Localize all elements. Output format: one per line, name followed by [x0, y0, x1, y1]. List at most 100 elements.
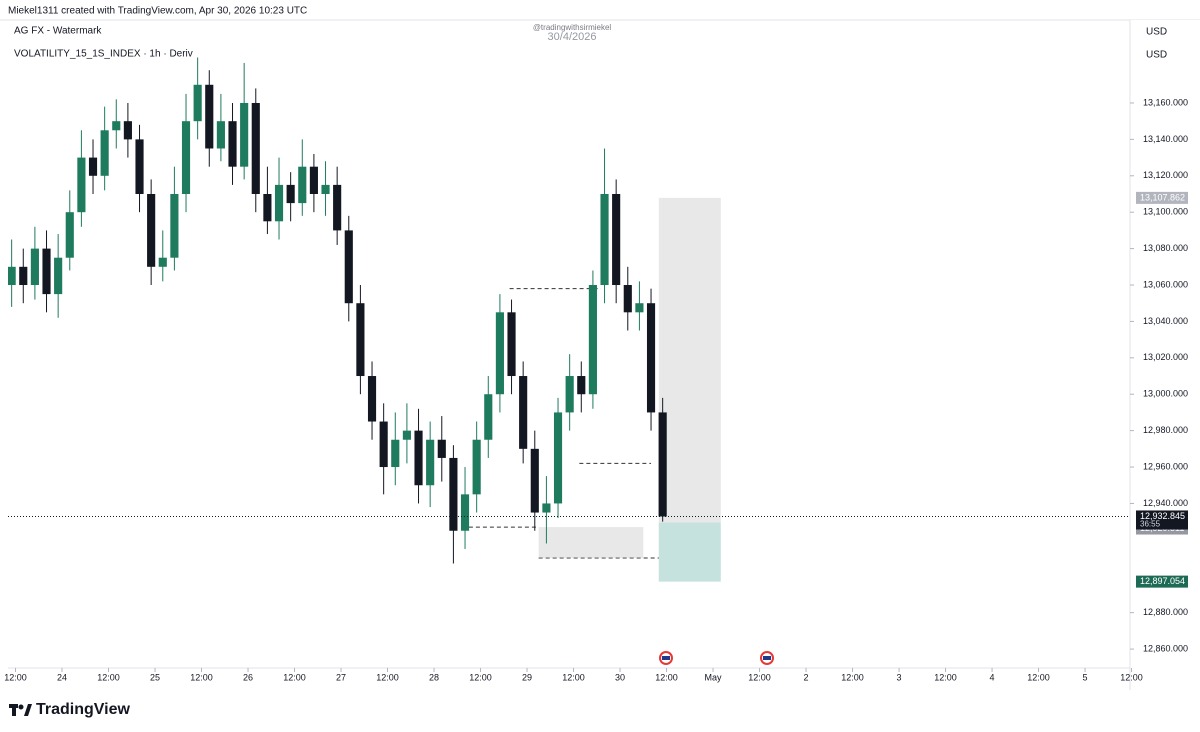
- candle-body: [228, 121, 237, 167]
- y-tick-label: 12,860.000: [1143, 643, 1188, 653]
- candle-body: [356, 303, 365, 377]
- candle-body: [100, 130, 109, 176]
- y-tick-label: 12,880.000: [1143, 607, 1188, 617]
- candle-body: [30, 248, 39, 286]
- candle-body: [460, 494, 470, 531]
- handle: @tradingwithsirmiekel: [533, 23, 612, 32]
- candle-body: [42, 248, 51, 295]
- plot: [8, 57, 721, 582]
- x-tick-label: 12:00: [1120, 672, 1143, 682]
- x-tick-label: 25: [150, 672, 160, 682]
- candle-body: [588, 285, 597, 395]
- x-tick-label: 3: [897, 672, 902, 682]
- symbol: VOLATILITY_15_1S_INDEX · 1h · Deriv: [14, 49, 193, 60]
- candle-body: [333, 184, 342, 231]
- event-flag: [760, 651, 774, 665]
- x-tick-label: 12:00: [97, 672, 120, 682]
- countdown: 36:55: [1140, 520, 1161, 529]
- event-flag: [659, 651, 673, 665]
- candle-body: [8, 266, 16, 286]
- x-tick-label: 4: [990, 672, 995, 682]
- candle-body: [88, 157, 98, 176]
- candle-body: [414, 430, 423, 486]
- candle-body: [367, 376, 377, 422]
- y-tick-label: 13,020.000: [1143, 352, 1188, 362]
- x-tick-label: 12:00: [4, 672, 27, 682]
- x-tick-label: 12:00: [934, 672, 957, 682]
- candle-body: [519, 376, 528, 449]
- candle-body: [135, 139, 144, 194]
- x-tick-label: 12:00: [376, 672, 399, 682]
- candle-body: [530, 448, 539, 513]
- candle-body: [484, 394, 493, 440]
- candle-body: [19, 266, 28, 286]
- candle-body: [344, 230, 353, 304]
- candle-body: [54, 257, 63, 295]
- watermark: AG FX - Watermark: [14, 26, 102, 37]
- credit: Miekel1311 created with TradingView.com,…: [8, 6, 307, 17]
- candle-body: [623, 285, 632, 313]
- y-tick-label: 13,000.000: [1143, 389, 1188, 399]
- x-tick-label: 29: [522, 672, 532, 682]
- y-tick-label: 12,980.000: [1143, 425, 1188, 435]
- price-tag: [1136, 575, 1188, 588]
- y-tick-label: 12,940.000: [1143, 498, 1188, 508]
- currency: USD: [1146, 27, 1167, 38]
- price-tag-label: 12,932.845: [1140, 511, 1185, 521]
- candle-body: [472, 439, 481, 495]
- price-tag: [1136, 510, 1188, 530]
- stop-zone: [658, 522, 721, 582]
- x-tick-label: 12:00: [190, 672, 213, 682]
- candle-body: [309, 166, 318, 194]
- candle-body: [565, 376, 574, 413]
- candle-body: [449, 457, 458, 531]
- x-tick-label: 2: [804, 672, 809, 682]
- candle-body: [495, 312, 504, 395]
- candle-body: [379, 421, 388, 468]
- price-tag: [1136, 191, 1188, 204]
- y-tick-label: 13,160.000: [1143, 97, 1188, 107]
- x-tick-label: 26: [243, 672, 253, 682]
- candle-body: [542, 503, 551, 513]
- candle-body: [181, 121, 191, 194]
- price-tag-label: 12,897.054: [1140, 576, 1185, 586]
- candle-body: [402, 430, 411, 440]
- x-tick-label: 12:00: [562, 672, 585, 682]
- candle-body: [286, 184, 295, 204]
- candle-body: [658, 412, 667, 517]
- price-tag-label: 13,107.862: [1140, 192, 1185, 202]
- x-tick-label: 12:00: [469, 672, 492, 682]
- candle-body: [158, 257, 167, 267]
- candle-body: [437, 439, 446, 458]
- target-zone: [658, 197, 721, 523]
- candle-body: [646, 303, 656, 413]
- x-tick-label: 28: [429, 672, 439, 682]
- x-tick-label: 30: [615, 672, 625, 682]
- x-tick-label: May: [705, 672, 723, 682]
- candle-body: [635, 303, 644, 313]
- candle-body: [170, 193, 179, 258]
- y-tick-label: 13,140.000: [1143, 134, 1188, 144]
- currency: USD: [1146, 50, 1167, 61]
- x-tick-label: 12:00: [748, 672, 771, 682]
- x-tick-label: 12:00: [283, 672, 306, 682]
- candle-body: [507, 312, 516, 377]
- candle-body: [298, 166, 307, 204]
- x-tick-label: 24: [57, 672, 67, 682]
- x-tick-label: 12:00: [841, 672, 864, 682]
- candle-body: [123, 121, 132, 140]
- zone: [538, 527, 644, 559]
- x-tick-label: 12:00: [655, 672, 678, 682]
- candle-body: [240, 102, 249, 167]
- candle-body: [112, 121, 121, 131]
- candle-body: [216, 121, 225, 149]
- candle-body: [600, 193, 609, 286]
- candle-body: [65, 212, 74, 258]
- brand: TradingView: [36, 701, 131, 718]
- date: 30/4/2026: [548, 31, 597, 43]
- candle-body: [577, 376, 586, 395]
- y-tick-label: 13,120.000: [1143, 170, 1188, 180]
- candle-body: [251, 102, 260, 194]
- y-tick-label: 13,040.000: [1143, 316, 1188, 326]
